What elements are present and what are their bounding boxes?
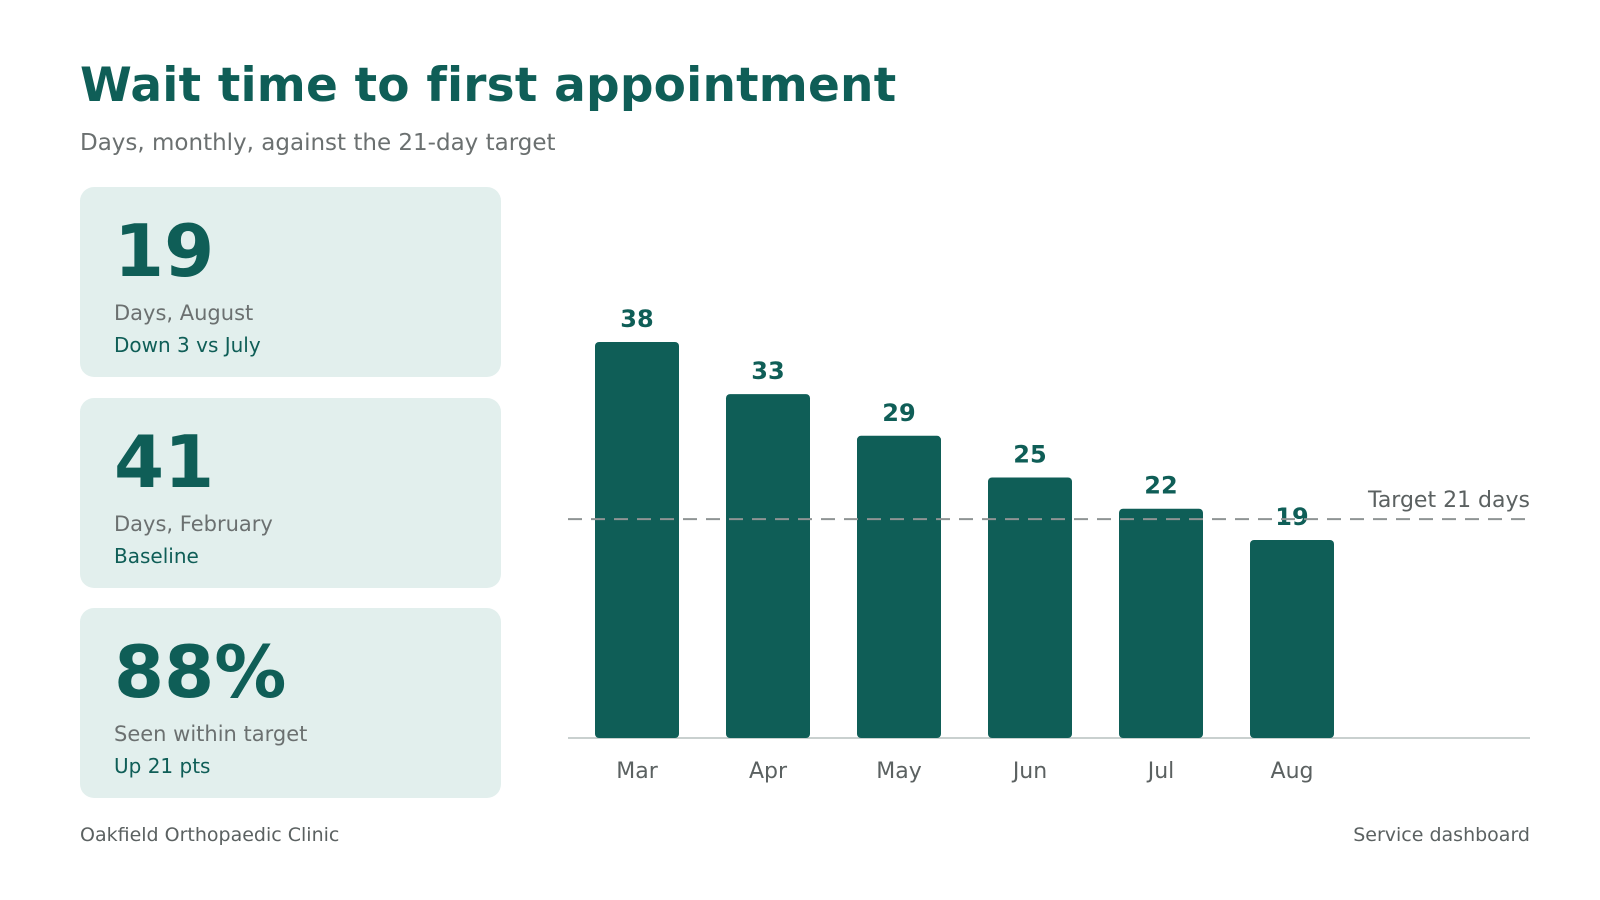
bar-value-label: 25 <box>1013 440 1046 468</box>
kpi-value: 41 <box>114 420 215 504</box>
bar-jul <box>1119 508 1203 738</box>
kpi-label: Days, August <box>114 301 254 325</box>
kpi-note: Down 3 vs July <box>114 333 261 357</box>
bar-value-label: 38 <box>620 305 653 333</box>
kpi-label: Seen within target <box>114 722 308 746</box>
kpi-value: 19 <box>114 209 215 293</box>
bar-apr <box>726 394 810 738</box>
footer-clinic-name: Oakfield Orthopaedic Clinic <box>80 824 340 846</box>
bar-jun <box>988 477 1072 738</box>
page-title: Wait time to first appointment <box>80 58 897 113</box>
target-line-label: Target 21 days <box>1367 488 1530 513</box>
kpi-label: Days, February <box>114 512 273 536</box>
footer-dashboard-label: Service dashboard <box>1353 824 1530 846</box>
x-tick-label: Jun <box>1011 759 1047 784</box>
kpi-note: Up 21 pts <box>114 754 211 778</box>
kpi-card-august: 19 Days, August Down 3 vs July <box>80 187 501 377</box>
x-tick-label: Jul <box>1146 759 1175 784</box>
x-tick-label: Apr <box>749 759 788 784</box>
kpi-card-february: 41 Days, February Baseline <box>80 398 501 588</box>
bar-aug <box>1250 540 1334 738</box>
x-tick-label: Aug <box>1271 759 1314 784</box>
kpi-card-within-target: 88% Seen within target Up 21 pts <box>80 608 501 798</box>
kpi-value: 88% <box>114 630 287 714</box>
bar-may <box>857 435 941 738</box>
bar-value-label: 19 <box>1275 503 1308 531</box>
kpi-note: Baseline <box>114 544 199 568</box>
bar-value-label: 29 <box>882 399 915 427</box>
bar-value-label: 22 <box>1144 472 1177 500</box>
page-subtitle: Days, monthly, against the 21-day target <box>80 130 556 156</box>
bar-mar <box>595 342 679 738</box>
x-tick-label: May <box>876 759 921 784</box>
bar-value-label: 33 <box>751 357 784 385</box>
x-tick-label: Mar <box>616 759 658 784</box>
